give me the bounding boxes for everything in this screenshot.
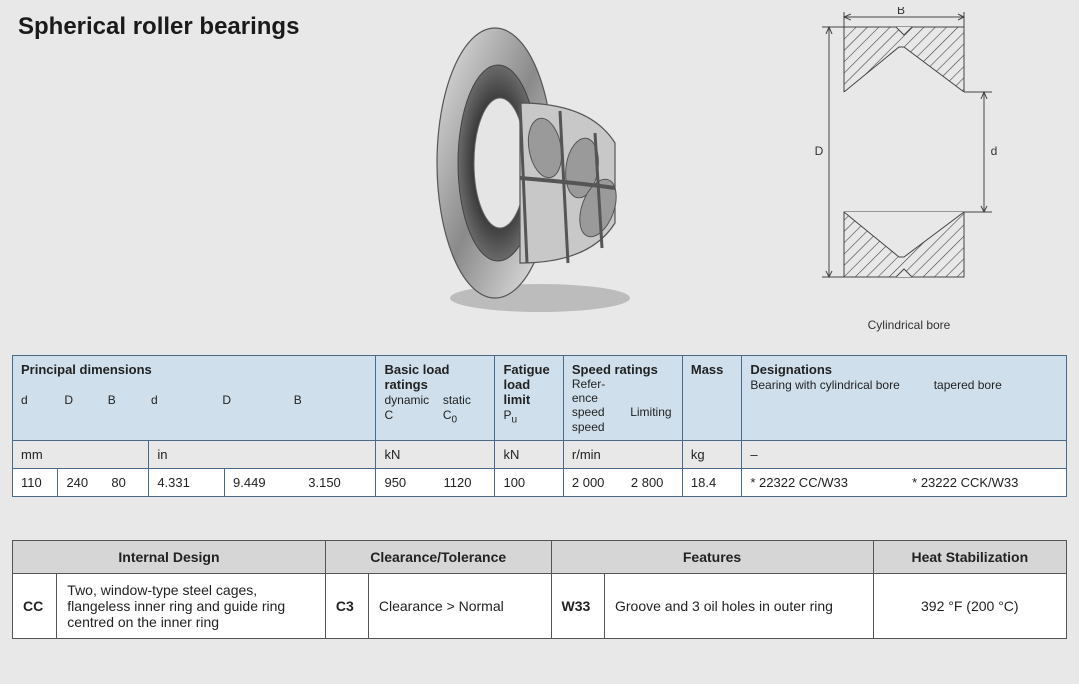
attr-row: CC Two, window-type steel cages, flangel…: [13, 574, 1067, 639]
th-speed: Speed ratings Refer-ence speed Limiting …: [563, 356, 682, 441]
th-heat: Heat Stabilization: [873, 541, 1066, 574]
page-title: Spherical roller bearings: [18, 13, 299, 41]
th-fatigue: Fatigue load limit Pu: [495, 356, 563, 441]
attributes-table: Internal Design Clearance/Tolerance Feat…: [12, 540, 1067, 639]
th-basic-load: Basic load ratings dynamic static C C0: [376, 356, 495, 441]
th-designations: Designations Bearing with cylindrical bo…: [742, 356, 1067, 441]
th-clearance: Clearance/Tolerance: [325, 541, 551, 574]
dim-label-d: d: [991, 144, 998, 158]
dim-label-B: B: [897, 7, 905, 17]
dim-label-D: D: [815, 144, 824, 158]
units-row: mm in kN kN r/min kg –: [13, 441, 1067, 469]
bearing-illustration: [420, 18, 650, 318]
data-row: 110 240 80 4.331 9.449 3.150 950 1120 10…: [13, 469, 1067, 497]
th-features: Features: [551, 541, 873, 574]
diagram-caption: Cylindrical bore: [774, 318, 1044, 332]
th-mass: Mass: [682, 356, 742, 441]
th-principal: Principal dimensions d D B d D B: [13, 356, 376, 441]
th-internal-design: Internal Design: [13, 541, 326, 574]
dimensions-table: Principal dimensions d D B d D B Basic l…: [12, 355, 1067, 497]
dimension-diagram: B D d Cylindrical bore: [774, 7, 1044, 327]
